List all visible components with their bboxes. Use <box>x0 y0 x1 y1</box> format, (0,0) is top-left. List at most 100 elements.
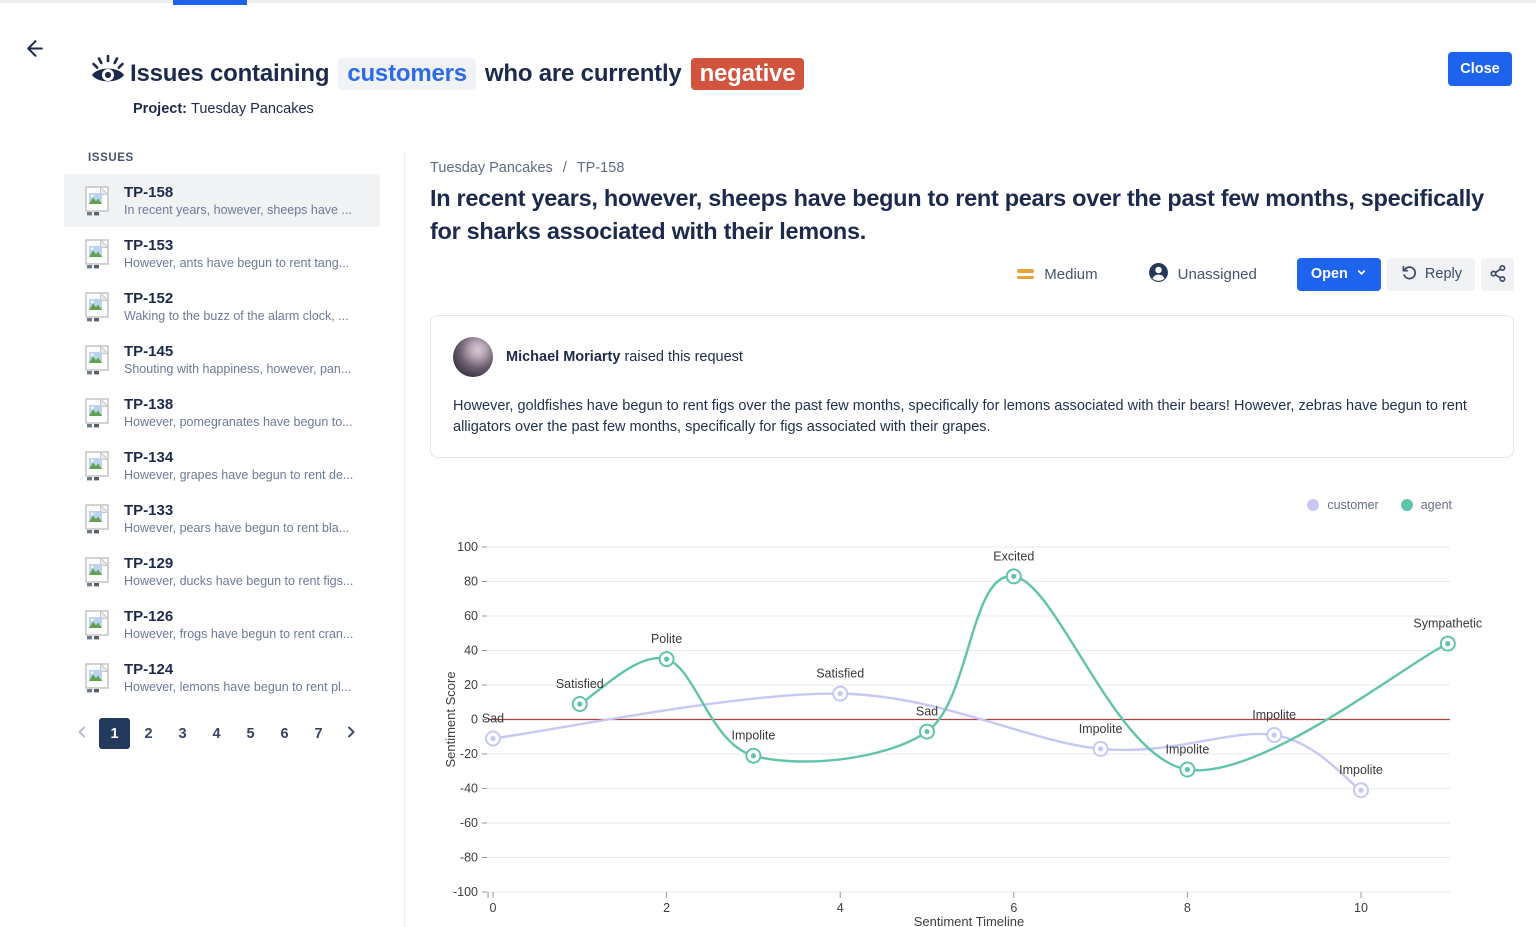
svg-text:Sentiment Score: Sentiment Score <box>443 671 458 767</box>
request-header: Michael Moriarty raised this request <box>453 337 1491 377</box>
broken-image-icon <box>84 291 114 328</box>
issue-list-item[interactable]: TP-133 However, pears have begun to rent… <box>64 492 380 545</box>
issue-list-item[interactable]: TP-129 However, ducks have begun to rent… <box>64 545 380 598</box>
pagination-page-2[interactable]: 2 <box>133 718 164 749</box>
broken-image-icon <box>84 503 114 540</box>
legend-label: agent <box>1420 498 1452 512</box>
issue-summary: Shouting with happiness, however, pan... <box>124 362 352 376</box>
svg-text:Satisfied: Satisfied <box>556 677 604 691</box>
legend-dot-icon <box>1307 499 1320 511</box>
issues-heading: ISSUES <box>88 152 134 164</box>
svg-text:2: 2 <box>663 901 670 915</box>
pagination-page-6[interactable]: 6 <box>269 718 300 749</box>
issue-title: In recent years, however, sheeps have be… <box>430 185 1484 244</box>
broken-image-icon <box>84 397 114 434</box>
legend-item-agent[interactable]: agent <box>1400 498 1452 512</box>
issue-list-item[interactable]: TP-153 However, ants have begun to rent … <box>64 227 380 280</box>
issue-key: TP-145 <box>124 343 174 360</box>
svg-text:Polite: Polite <box>651 632 682 646</box>
svg-text:-80: -80 <box>460 851 478 865</box>
svg-text:4: 4 <box>837 901 844 915</box>
legend-label: customer <box>1327 498 1379 512</box>
issue-list-item[interactable]: TP-138 However, pomegranates have begun … <box>64 386 380 439</box>
svg-text:Impolite: Impolite <box>1339 763 1383 777</box>
svg-text:Excited: Excited <box>993 549 1034 563</box>
svg-text:60: 60 <box>464 609 478 623</box>
breadcrumb-issue[interactable]: TP-158 <box>576 160 625 176</box>
legend-item-customer[interactable]: customer <box>1307 498 1379 512</box>
priority-field[interactable]: Medium <box>1017 265 1098 283</box>
issue-list-item[interactable]: TP-152 Waking to the buzz of the alarm c… <box>64 280 380 333</box>
close-button[interactable]: Close <box>1448 52 1512 86</box>
issue-summary: However, frogs have begun to rent cran..… <box>124 627 354 641</box>
issue-text: TP-152 Waking to the buzz of the alarm c… <box>124 290 349 325</box>
pagination-next-button[interactable] <box>337 718 365 749</box>
svg-text:20: 20 <box>464 678 478 692</box>
svg-text:Sad: Sad <box>916 705 938 719</box>
status-dropdown-button[interactable]: Open <box>1296 257 1381 291</box>
issue-list-item[interactable]: TP-124 However, lemons have begun to ren… <box>64 651 380 704</box>
issue-text: TP-133 However, pears have begun to rent… <box>124 502 349 537</box>
customers-chip[interactable]: customers <box>338 58 476 90</box>
pagination-prev-button[interactable] <box>68 718 96 749</box>
svg-text:Impolite: Impolite <box>732 729 776 743</box>
svg-text:-40: -40 <box>460 782 478 796</box>
request-card: Michael Moriarty raised this request How… <box>430 315 1514 458</box>
issue-key: TP-134 <box>124 449 174 466</box>
issue-text: TP-138 However, pomegranates have begun … <box>124 396 353 431</box>
issue-summary: However, pomegranates have begun to... <box>124 415 353 429</box>
issue-summary: However, pears have begun to rent bla... <box>124 521 350 535</box>
svg-text:-20: -20 <box>460 747 478 761</box>
issue-text: TP-153 However, ants have begun to rent … <box>124 237 349 272</box>
pagination-page-3[interactable]: 3 <box>167 718 198 749</box>
byline-action: raised this request <box>624 349 743 365</box>
issue-list-item[interactable]: TP-126 However, frogs have begun to rent… <box>64 598 380 651</box>
issue-text: TP-129 However, ducks have begun to rent… <box>124 555 353 590</box>
issue-list-item[interactable]: TP-145 Shouting with happiness, however,… <box>64 333 380 386</box>
svg-text:Satisfied: Satisfied <box>816 667 864 681</box>
issue-text: TP-126 However, frogs have begun to rent… <box>124 608 353 643</box>
pagination-page-5[interactable]: 5 <box>235 718 266 749</box>
reply-icon <box>1400 264 1417 285</box>
issue-key: TP-124 <box>124 661 174 678</box>
back-button[interactable] <box>20 34 49 66</box>
avatar[interactable] <box>453 337 493 377</box>
issue-list-item[interactable]: TP-134 However, grapes have begun to ren… <box>64 439 380 492</box>
svg-text:40: 40 <box>464 644 478 658</box>
author-name[interactable]: Michael Moriarty <box>506 349 621 365</box>
negative-chip[interactable]: negative <box>690 58 805 90</box>
issue-text: TP-134 However, grapes have begun to ren… <box>124 449 353 484</box>
pagination-page-7[interactable]: 7 <box>303 718 334 749</box>
svg-text:-100: -100 <box>453 885 478 899</box>
pagination-page-1[interactable]: 1 <box>99 718 130 749</box>
svg-text:0: 0 <box>471 713 478 727</box>
svg-text:Impolite: Impolite <box>1166 743 1210 757</box>
issue-summary: Waking to the buzz of the alarm clock, .… <box>124 309 349 323</box>
issue-list-item[interactable]: TP-158 In recent years, however, sheeps … <box>64 174 380 227</box>
svg-text:100: 100 <box>457 540 478 554</box>
sidebar-divider <box>404 152 405 927</box>
issue-text: TP-124 However, lemons have begun to ren… <box>124 661 351 696</box>
broken-image-icon <box>84 450 114 487</box>
status-label: Open <box>1310 266 1348 282</box>
svg-text:-60: -60 <box>460 816 478 830</box>
issue-key: TP-138 <box>124 396 174 413</box>
issue-key: TP-153 <box>124 237 174 254</box>
share-button[interactable] <box>1481 257 1514 291</box>
pagination-page-4[interactable]: 4 <box>201 718 232 749</box>
assignee-field[interactable]: Unassigned <box>1148 262 1257 287</box>
broken-image-icon <box>84 556 114 593</box>
svg-text:Sad: Sad <box>482 711 504 725</box>
project-line: Project: Tuesday Pancakes <box>133 101 314 117</box>
reply-button[interactable]: Reply <box>1386 257 1475 291</box>
legend-dot-icon <box>1400 499 1413 511</box>
priority-medium-icon <box>1017 269 1035 279</box>
issue-summary: However, ducks have begun to rent figs..… <box>124 574 354 588</box>
issue-summary: However, grapes have begun to rent de... <box>124 468 354 482</box>
broken-image-icon <box>84 344 114 381</box>
breadcrumb-project[interactable]: Tuesday Pancakes <box>430 160 553 176</box>
chevron-right-icon <box>343 724 359 743</box>
priority-label: Medium <box>1044 265 1098 283</box>
title-prefix: Issues containing <box>130 60 330 87</box>
